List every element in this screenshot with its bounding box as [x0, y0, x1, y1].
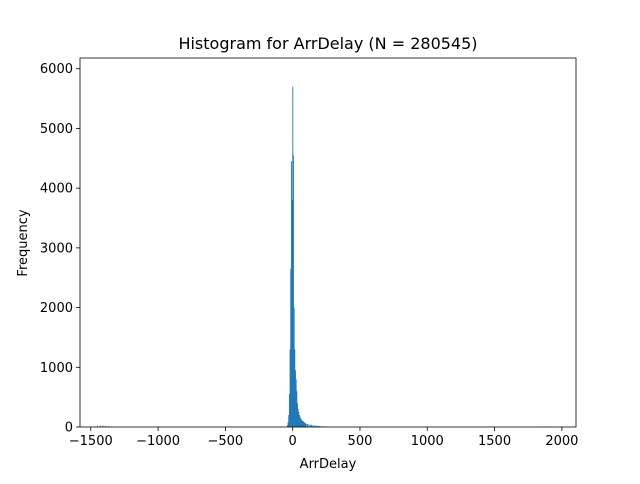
histogram-bars — [94, 86, 549, 428]
histogram-bar — [299, 415, 300, 427]
histogram-bar — [298, 412, 300, 427]
histogram-bar — [305, 423, 307, 427]
histogram-bar — [307, 424, 309, 427]
histogram-bar — [288, 394, 290, 427]
histogram-bar — [290, 268, 292, 427]
y-tick-label: 5000 — [40, 122, 73, 137]
histogram-bar — [312, 425, 314, 427]
histogram-bar — [286, 425, 288, 427]
y-tick-label: 2000 — [40, 301, 73, 316]
y-tick-label: 1000 — [40, 361, 73, 376]
histogram-bar — [99, 425, 101, 427]
x-tick-label: 0 — [289, 434, 297, 449]
plot-area — [80, 58, 576, 427]
x-axis-label: ArrDelay — [300, 457, 357, 472]
histogram-bar — [301, 419, 302, 427]
histogram-bar — [305, 423, 307, 427]
histogram-bar — [315, 425, 317, 427]
histogram-bar — [313, 425, 315, 427]
histogram-bar — [289, 349, 291, 427]
histogram-bar — [301, 420, 303, 427]
histogram-bar — [302, 421, 304, 427]
histogram-bar — [102, 425, 104, 427]
histogram-bar — [303, 421, 304, 427]
histogram-bar — [311, 424, 313, 427]
histogram-bar — [308, 424, 310, 427]
x-tick-label: 500 — [348, 434, 373, 449]
x-tick-label: −1000 — [136, 434, 180, 449]
y-axis: 0 1000 2000 3000 4000 5000 6000 — [40, 62, 80, 436]
histogram-bar — [97, 425, 99, 427]
y-tick-label: 0 — [65, 421, 73, 436]
histogram-bar — [297, 409, 299, 427]
x-tick-label: 1500 — [478, 434, 511, 449]
histogram-bar — [309, 424, 311, 427]
histogram-bar — [300, 418, 302, 427]
histogram-bar — [299, 416, 301, 427]
y-axis-label: Frequency — [16, 209, 31, 276]
histogram-bar — [297, 403, 298, 427]
histogram-bar — [293, 155, 294, 427]
x-tick-label: 1000 — [411, 434, 444, 449]
x-tick-label: −500 — [208, 434, 244, 449]
histogram-bar — [295, 370, 296, 427]
histogram-bar — [287, 422, 289, 427]
y-tick-label: 6000 — [40, 62, 73, 77]
histogram-bar — [105, 425, 107, 427]
histogram-bar — [317, 425, 319, 427]
histogram-bar — [291, 200, 293, 427]
histogram-bar — [288, 415, 290, 427]
chart-title: Histogram for ArrDelay (N = 280545) — [178, 34, 477, 53]
histogram-bar — [316, 425, 318, 427]
histogram-bar — [295, 379, 297, 427]
histogram-bar — [290, 161, 292, 428]
x-axis: −1500 −1000 −500 0 500 1000 1500 2000 — [69, 427, 578, 449]
histogram-bar — [296, 391, 298, 427]
plot-frame — [79, 57, 577, 428]
y-tick-label: 4000 — [40, 182, 73, 197]
histogram-bar — [293, 307, 295, 427]
x-tick-label: −1500 — [69, 434, 113, 449]
histogram-bar — [319, 426, 321, 427]
y-tick-label: 3000 — [40, 241, 73, 256]
histogram-bar — [304, 422, 306, 427]
histogram-bar — [292, 86, 294, 427]
histogram-bar — [294, 349, 296, 427]
histogram-bar — [303, 422, 305, 427]
histogram-bar — [107, 426, 109, 427]
x-tick-label: 2000 — [545, 434, 578, 449]
